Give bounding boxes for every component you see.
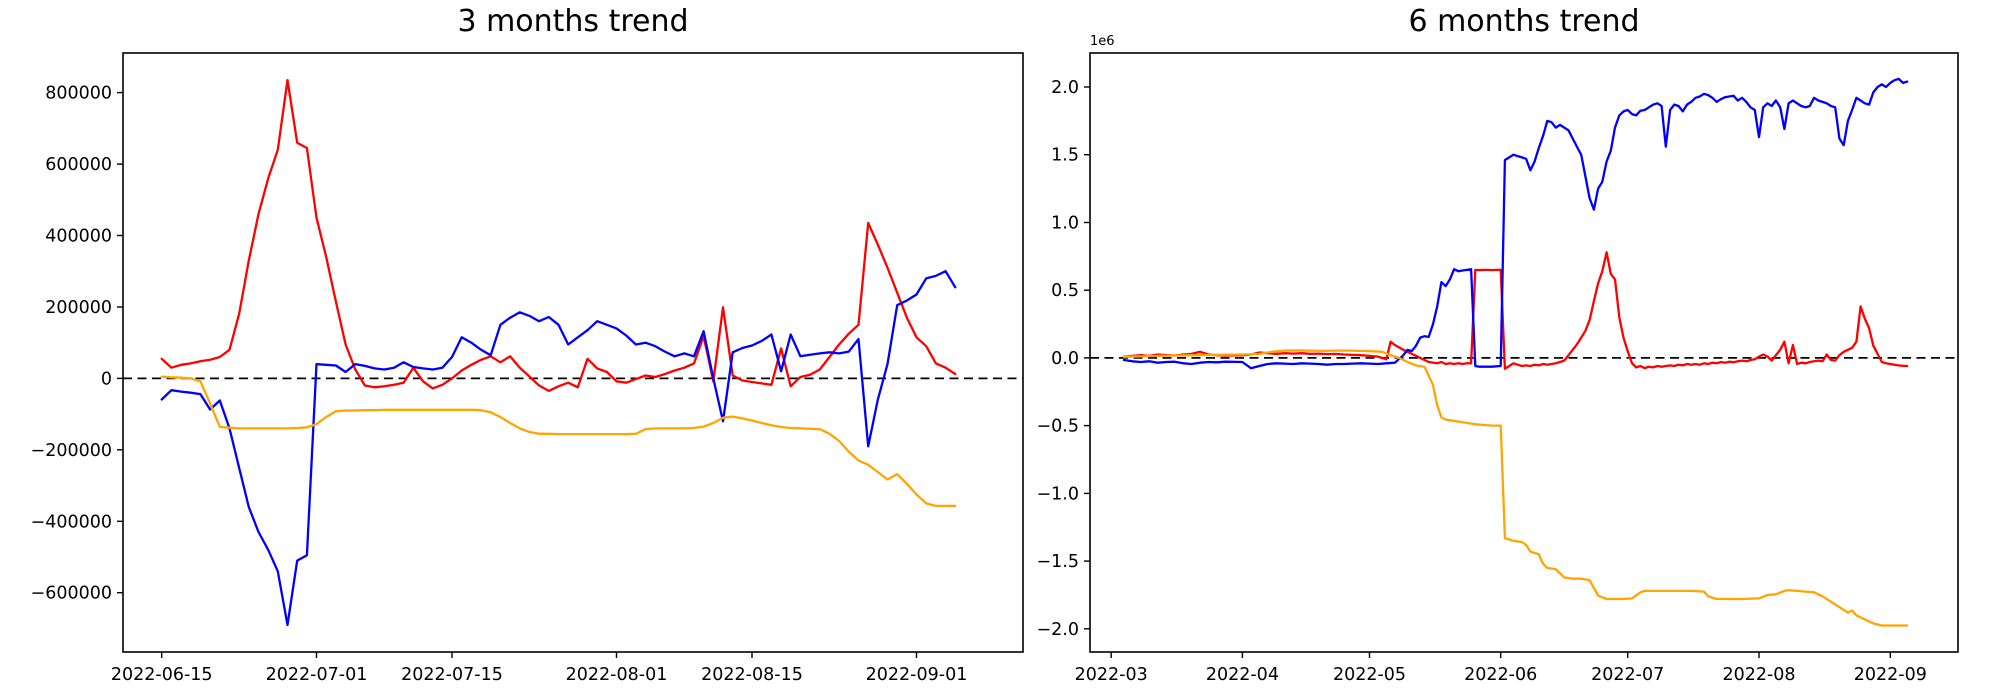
chart-title-6-months: 6 months trend xyxy=(1408,4,1640,39)
red-series-line xyxy=(160,78,957,393)
y-tick-label: −600000 xyxy=(31,584,112,604)
x-tick-label: 2022-04 xyxy=(1206,665,1279,685)
chart-title-3-months: 3 months trend xyxy=(457,4,689,39)
x-axis: 2022-06-15 2022-07-01 2022-07-15 2022-08-01… xyxy=(111,652,968,685)
y-tick-label: −1.5 xyxy=(1037,552,1080,572)
y-axis: 800000 600000 400000 200000 0 −200000 −400000 −… xyxy=(31,84,123,604)
y-tick-label: 0.0 xyxy=(1051,349,1079,369)
blue-series-line xyxy=(160,270,957,627)
orange-series-line xyxy=(1122,349,1909,627)
x-tick-label: 2022-07 xyxy=(1591,665,1664,685)
y-tick-label: 1.0 xyxy=(1051,214,1079,234)
y-tick-label: 2.0 xyxy=(1051,78,1079,98)
x-tick-label: 2022-07-15 xyxy=(401,665,503,685)
x-tick-label: 2022-03 xyxy=(1075,665,1148,685)
blue-series-line xyxy=(1122,77,1909,370)
y-tick-label: −0.5 xyxy=(1037,417,1080,437)
orange-series-line xyxy=(160,375,957,508)
x-tick-label: 2022-06 xyxy=(1464,665,1537,685)
y-axis: 2.0 1.5 1.0 0.5 0.0 −0.5 −1.0 −1.5 −2.0 xyxy=(1037,78,1090,640)
y-tick-label: 800000 xyxy=(45,84,112,104)
y-tick-label: −200000 xyxy=(31,441,112,461)
x-tick-label: 2022-08-01 xyxy=(566,665,668,685)
y-tick-label: 0 xyxy=(101,369,112,389)
x-tick-label: 2022-08 xyxy=(1722,665,1795,685)
x-tick-label: 2022-06-15 xyxy=(111,665,213,685)
axes-frame xyxy=(122,52,1024,653)
x-tick-label: 2022-05 xyxy=(1333,665,1406,685)
y-tick-label: 600000 xyxy=(45,155,112,175)
y-tick-label: −400000 xyxy=(31,512,112,532)
axes-frame xyxy=(1089,52,1959,653)
x-tick-label: 2022-09 xyxy=(1854,665,1927,685)
y-tick-label: 0.5 xyxy=(1051,281,1079,301)
y-axis-offset-label: 1e6 xyxy=(1090,34,1115,49)
y-tick-label: 200000 xyxy=(45,298,112,318)
y-tick-label: 1.5 xyxy=(1051,146,1079,166)
y-tick-label: −2.0 xyxy=(1037,620,1080,640)
x-tick-label: 2022-07-01 xyxy=(266,665,368,685)
y-tick-label: 400000 xyxy=(45,227,112,247)
red-series-line xyxy=(1122,251,1909,370)
y-tick-label: −1.0 xyxy=(1037,484,1080,504)
x-axis: 2022-03 2022-04 2022-05 2022-06 2022-07 2022-… xyxy=(1075,652,1927,685)
x-tick-label: 2022-09-01 xyxy=(866,665,968,685)
chart-3-months-trend: 2022-06-15 2022-07-01 2022-07-15 2022-08-01… xyxy=(31,52,1024,685)
chart-6-months-trend: 2022-03 2022-04 2022-05 2022-06 2022-07 2022-… xyxy=(1037,34,1959,685)
x-tick-label: 2022-08-15 xyxy=(701,665,803,685)
